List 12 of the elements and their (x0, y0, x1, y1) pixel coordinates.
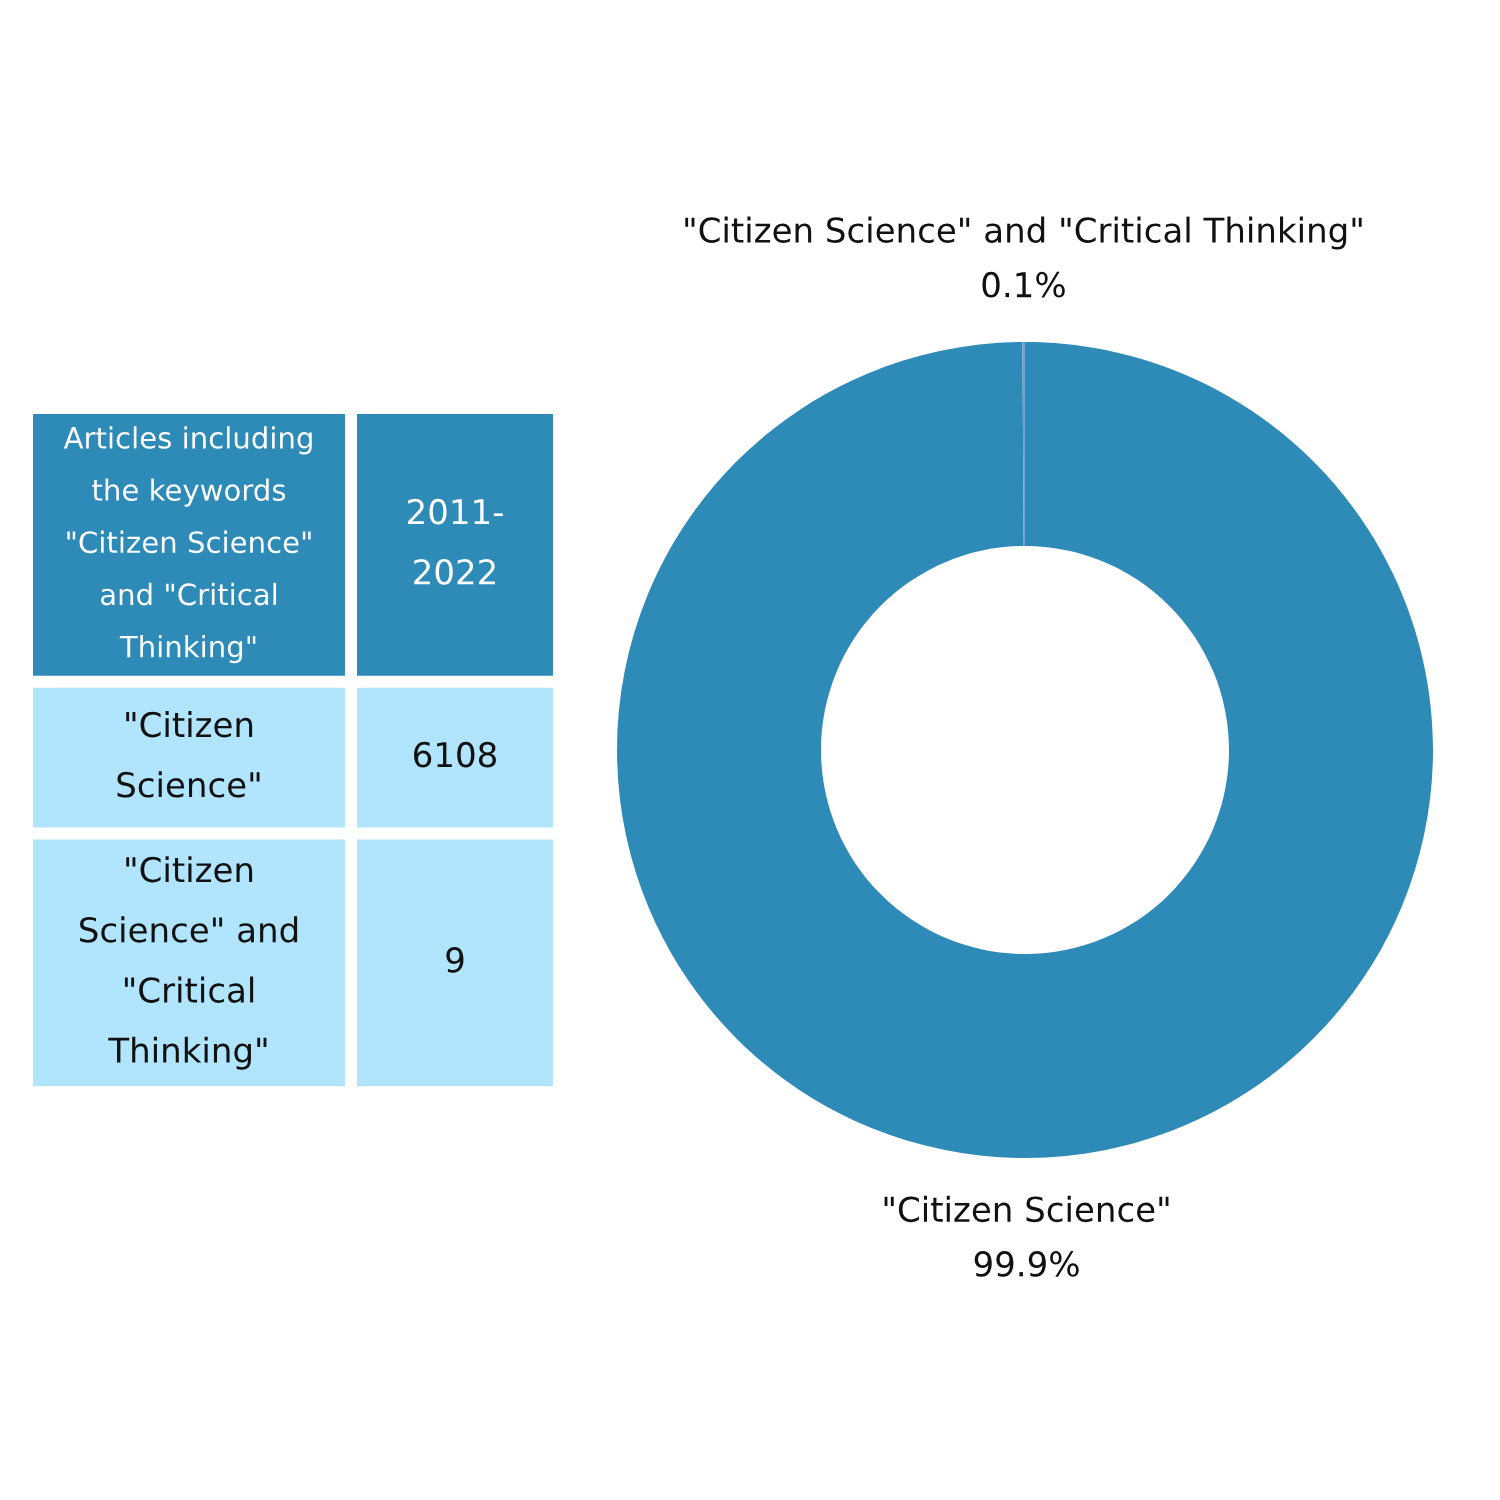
data-label: 9 (446, 947, 464, 973)
donut-slice (1022, 342, 1025, 546)
category-label: "Citizen Science" (117, 711, 260, 798)
data-label: 6108 (414, 741, 496, 768)
text: Articles including the keywords "Citizen Science" and "Critical Thinking" (63, 426, 312, 664)
data-label: 99.9% (974, 1251, 1079, 1277)
slice-label: "Citizen Science" and "Critical Thinking" (685, 216, 1362, 250)
slice-label: "Citizen Science" (884, 1195, 1169, 1223)
data-label: 0.1% (982, 271, 1065, 298)
donut-slice (617, 342, 1433, 1158)
category-label: "Citizen Science" and "Critical Thinking" (80, 856, 298, 1070)
text: 2011-2022 (408, 498, 503, 585)
